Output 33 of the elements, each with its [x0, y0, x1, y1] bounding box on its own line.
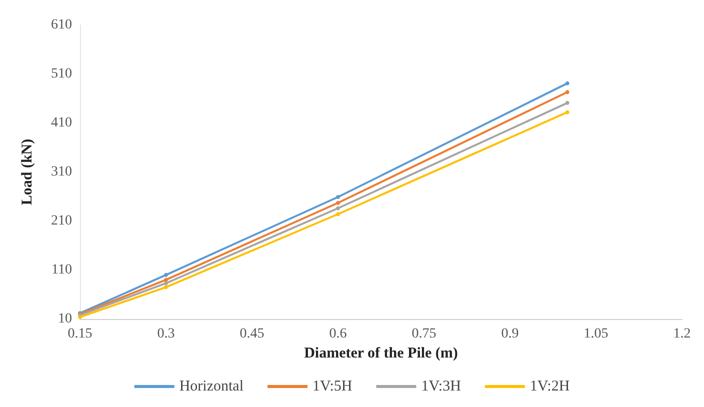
x-tick-label: 1.2 [673, 326, 691, 342]
point [565, 100, 570, 105]
y-tick-label: 610 [51, 18, 72, 32]
point [565, 81, 570, 86]
y-tick-label: 210 [51, 214, 72, 228]
y-tick-label: 410 [51, 116, 72, 130]
legend-label: Horizontal [179, 378, 244, 394]
x-tick-label: 1.05 [584, 326, 608, 342]
point [164, 278, 168, 282]
legend-label: 1V:5H [312, 378, 352, 394]
legend-label: 1V:2H [530, 378, 570, 394]
point [565, 110, 570, 114]
y-axis-title: Load (kN) [20, 138, 36, 206]
x-tick-label: 0.15 [68, 326, 92, 342]
y-tick-label: 110 [52, 262, 72, 278]
point [336, 212, 340, 216]
point [336, 194, 340, 199]
point [565, 90, 570, 94]
point [164, 272, 168, 277]
legend-label: 1V:3H [421, 378, 462, 394]
y-tick-label: 510 [51, 66, 72, 82]
y-tick-label: 310 [51, 164, 72, 180]
x-tick-label: 0.6 [329, 326, 347, 342]
x-tick-label: 0.75 [412, 326, 436, 342]
point [164, 281, 168, 286]
y-tick-label: 10 [58, 312, 72, 326]
x-tick-label: 0.3 [157, 326, 175, 342]
x-tick-label: 0.9 [501, 326, 519, 342]
x-axis-title: Diameter of the Pile (m) [304, 345, 458, 362]
point [164, 285, 168, 290]
x-tick-label: 0.45 [240, 326, 264, 342]
point [336, 200, 340, 205]
point [336, 206, 340, 210]
